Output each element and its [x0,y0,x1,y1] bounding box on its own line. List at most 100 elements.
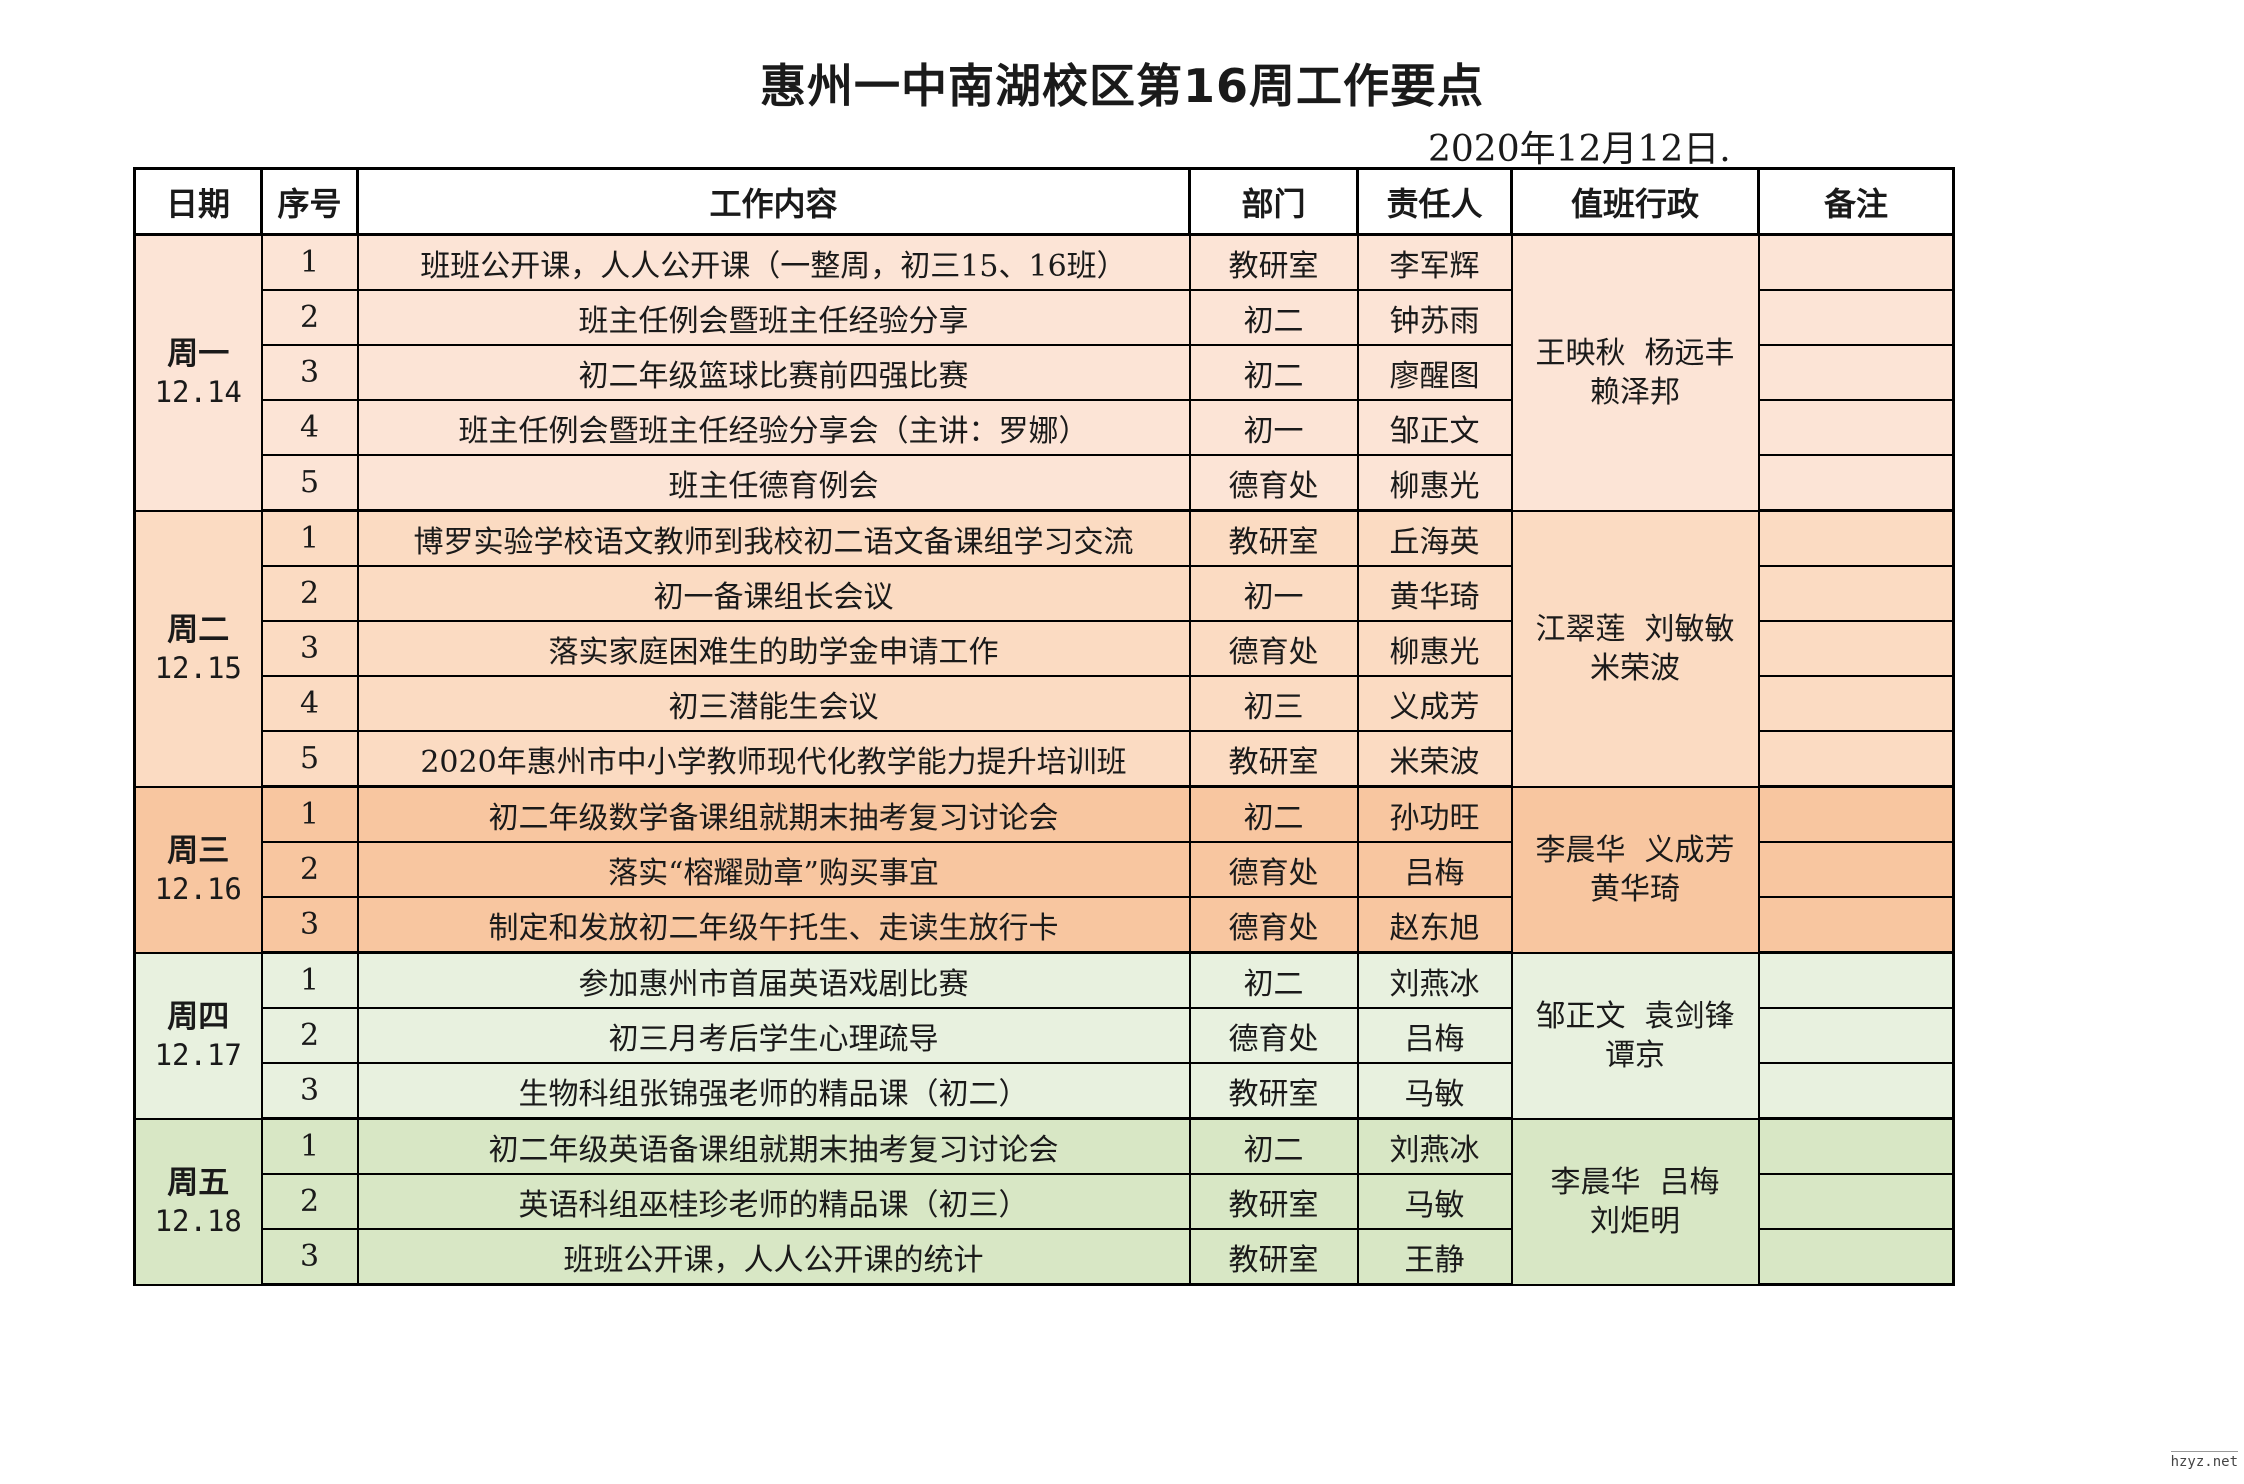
seq-cell: 2 [260,841,359,898]
dept-cell: 德育处 [1188,896,1359,954]
dept-cell: 教研室 [1188,509,1359,567]
dept-cell: 德育处 [1188,620,1359,677]
day-name: 周二 [167,611,230,648]
seq-cell: 4 [260,399,359,456]
table-row: 3 制定和发放初二年级午托生、走读生放行卡 德育处 赵东旭 [134,896,1955,954]
seq-cell: 3 [260,1228,359,1286]
person-cell: 廖醒图 [1356,344,1513,401]
duty-admin-cell: 李晨华 义成芳 黄华琦 [1510,785,1760,954]
person-cell: 邹正文 [1356,399,1513,456]
header-date: 日期 [133,167,263,236]
header-content: 工作内容 [356,167,1191,236]
duty-admin-line: 谭京 [1605,1037,1665,1073]
day-name: 周三 [167,832,230,869]
person-cell: 柳惠光 [1356,620,1513,677]
table-row: 周五 12.18 1 初二年级英语备课组就期末抽考复习讨论会 初二 刘燕冰 李晨华 吕梅 刘炬… [133,1117,1955,1286]
content-cell: 制定和发放初二年级午托生、走读生放行卡 [356,896,1191,954]
duty-admin-cell: 李晨华 吕梅 刘炬明 [1510,1117,1760,1286]
dept-cell: 初一 [1188,565,1359,622]
work-plan-table: 日期 序号 工作内容 部门 责任人 值班行政 备注 周一 12.14 1 班班公开课，… [133,167,1955,1286]
header-seq: 序号 [260,167,359,236]
duty-admin-cell: 邹正文 袁剑锋 谭京 [1510,951,1760,1120]
table-row: 周四 12.17 1 参加惠州市首届英语戏剧比赛 初二 刘燕冰 邹正文 袁剑锋 谭京 [133,951,1955,1120]
seq-cell: 2 [260,1173,359,1230]
duty-admin-line: 刘炬明 [1590,1203,1680,1239]
duty-admin-cell: 王映秋 杨远丰 赖泽邦 [1510,233,1760,512]
person-cell: 马敏 [1356,1173,1513,1230]
header-row: 日期 序号 工作内容 部门 责任人 值班行政 备注 [133,167,1955,236]
person-cell: 刘燕冰 [1356,951,1513,1009]
content-cell: 生物科组张锦强老师的精品课（初二） [356,1062,1191,1120]
person-cell: 吕梅 [1356,841,1513,898]
person-cell: 刘燕冰 [1356,1117,1513,1175]
content-cell: 班班公开课，人人公开课的统计 [356,1228,1191,1286]
content-cell: 初二年级英语备课组就期末抽考复习讨论会 [356,1117,1191,1175]
seq-cell: 1 [260,785,359,843]
day-date: 12.16 [154,871,242,906]
content-cell: 初三潜能生会议 [356,675,1191,732]
content-cell: 班主任德育例会 [356,454,1191,512]
content-cell: 参加惠州市首届英语戏剧比赛 [356,951,1191,1009]
dept-cell: 初一 [1188,399,1359,456]
note-cell [1757,1117,1955,1175]
person-cell: 义成芳 [1356,675,1513,732]
dept-cell: 初二 [1188,289,1359,346]
seq-cell: 3 [260,344,359,401]
note-cell [1757,1228,1955,1286]
seq-cell: 2 [260,289,359,346]
seq-cell: 1 [260,951,359,1009]
person-cell: 马敏 [1356,1062,1513,1120]
day-cell: 周一 12.14 [133,233,263,512]
day-date: 12.15 [154,650,242,685]
duty-admin-line: 黄华琦 [1590,871,1680,907]
day-name: 周五 [167,1164,230,1201]
day-name: 周一 [167,335,230,372]
duty-admin-line: 江翠莲 刘敏敏 [1535,611,1735,647]
seq-cell: 4 [260,675,359,732]
duty-admin-line: 李晨华 义成芳 [1535,832,1735,868]
dept-cell: 初二 [1188,951,1359,1009]
note-cell [1757,509,1955,567]
seq-cell: 2 [260,565,359,622]
table-row: 2 英语科组巫桂珍老师的精品课（初三） 教研室 马敏 [134,1173,1955,1230]
dept-cell: 教研室 [1188,1228,1359,1286]
header-person: 责任人 [1356,167,1513,236]
note-cell [1757,344,1955,401]
day-date: 12.14 [154,375,242,410]
note-cell [1757,565,1955,622]
seq-cell: 5 [260,730,359,788]
person-cell: 吕梅 [1356,1007,1513,1064]
day-cell: 周三 12.16 [133,785,263,954]
note-cell [1757,289,1955,346]
dept-cell: 教研室 [1188,1062,1359,1120]
person-cell: 钟苏雨 [1356,289,1513,346]
note-cell [1757,620,1955,677]
content-cell: 2020年惠州市中小学教师现代化教学能力提升培训班 [356,730,1191,788]
note-cell [1757,785,1955,843]
day-cell: 周四 12.17 [133,951,263,1120]
note-cell [1757,841,1955,898]
content-cell: 初三月考后学生心理疏导 [356,1007,1191,1064]
seq-cell: 3 [260,896,359,954]
content-cell: 初二年级数学备课组就期末抽考复习讨论会 [356,785,1191,843]
content-cell: 班主任例会暨班主任经验分享 [356,289,1191,346]
note-cell [1757,454,1955,512]
seq-cell: 1 [260,1117,359,1175]
note-cell [1757,233,1955,291]
duty-admin-cell: 江翠莲 刘敏敏 米荣波 [1510,509,1760,788]
person-cell: 黄华琦 [1356,565,1513,622]
table-row: 周三 12.16 1 初二年级数学备课组就期末抽考复习讨论会 初二 孙功旺 李晨华 义成芳黄… [133,785,1955,954]
note-cell [1757,951,1955,1009]
duty-admin-line: 邹正文 袁剑锋 [1535,998,1735,1034]
dept-cell: 德育处 [1188,841,1359,898]
header-dept: 部门 [1188,167,1359,236]
content-cell: 落实“榕耀勋章”购买事宜 [356,841,1191,898]
content-cell: 落实家庭困难生的助学金申请工作 [356,620,1191,677]
dept-cell: 教研室 [1188,1173,1359,1230]
content-cell: 班主任例会暨班主任经验分享会（主讲：罗娜） [356,399,1191,456]
seq-cell: 3 [260,1062,359,1120]
day-date: 12.17 [154,1037,242,1072]
dept-cell: 初二 [1188,785,1359,843]
note-cell [1757,399,1955,456]
note-cell [1757,1173,1955,1230]
